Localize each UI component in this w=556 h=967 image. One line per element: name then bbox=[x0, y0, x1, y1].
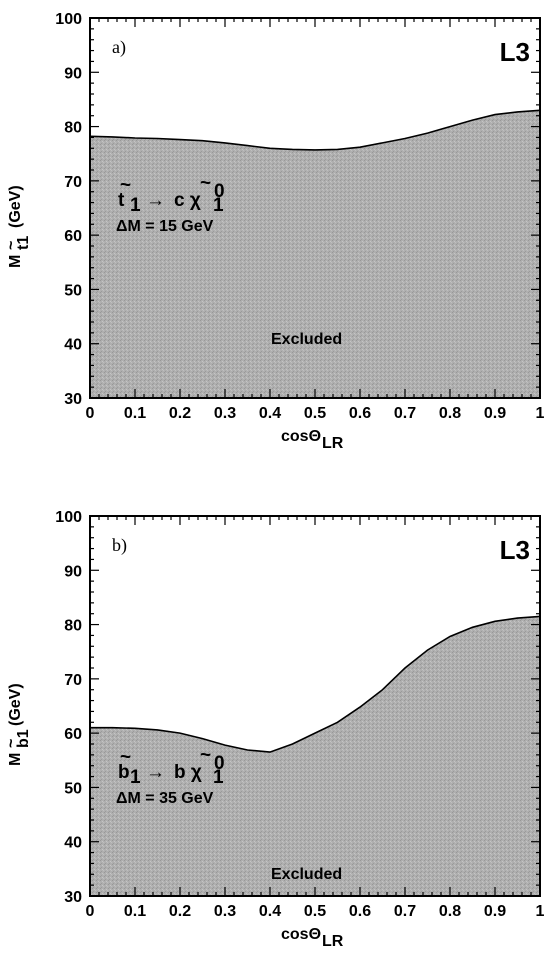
panel-label: b) bbox=[112, 535, 127, 556]
y-tick-label: 30 bbox=[64, 889, 82, 906]
y-axis-tick-labels: 30 40 50 60 70 80 90 100 bbox=[55, 11, 82, 408]
process-arrow: → bbox=[146, 762, 165, 783]
tilde-mark: ~ bbox=[120, 175, 131, 196]
excluded-region bbox=[90, 615, 541, 896]
y-tick-label: 60 bbox=[64, 228, 82, 245]
x-tick-label: 0.4 bbox=[259, 903, 281, 920]
x-axis-title: cosΘ LR bbox=[281, 428, 344, 452]
tilde-mark: ~ bbox=[3, 739, 20, 748]
process-rhs-superscript: 0 bbox=[214, 181, 225, 202]
x-tick-label: 0 bbox=[86, 903, 95, 920]
x-axis-title-text: cosΘ bbox=[281, 926, 321, 943]
excluded-label: Excluded bbox=[271, 331, 342, 348]
x-tick-label: 0.7 bbox=[394, 405, 416, 422]
delta-m-label: ΔM = 35 GeV bbox=[116, 790, 214, 807]
x-axis-title-subscript: LR bbox=[322, 435, 344, 452]
process-arrow: → bbox=[146, 190, 165, 211]
y-tick-label: 100 bbox=[55, 509, 82, 526]
x-tick-label: 0.4 bbox=[259, 405, 281, 422]
x-tick-label: 0 bbox=[86, 405, 95, 422]
process-rhs-superscript: 0 bbox=[214, 753, 225, 774]
chart-panel-b: 30 40 50 60 70 80 90 100 0 0.1 0.2 0.3 0… bbox=[3, 509, 545, 950]
chart-panel-a: 30 40 50 60 70 80 90 100 0 0.1 0.2 0.3 0… bbox=[3, 11, 545, 452]
x-tick-label: 0.9 bbox=[484, 405, 506, 422]
process-lhs-subscript: 1 bbox=[130, 767, 141, 788]
x-tick-label: 0.3 bbox=[214, 903, 236, 920]
x-axis-tick-labels: 0 0.1 0.2 0.3 0.4 0.5 0.6 0.7 0.8 0.9 1 bbox=[86, 903, 545, 920]
x-tick-label: 0.1 bbox=[124, 405, 146, 422]
y-tick-label: 40 bbox=[64, 337, 82, 354]
y-tick-label: 70 bbox=[64, 174, 82, 191]
x-tick-label: 1 bbox=[536, 903, 545, 920]
y-tick-label: 80 bbox=[64, 120, 82, 137]
x-tick-label: 0.2 bbox=[169, 903, 191, 920]
x-tick-label: 0.8 bbox=[439, 405, 461, 422]
process-lhs: t bbox=[118, 190, 125, 211]
y-axis-title: M ~ b1 (GeV) bbox=[3, 683, 32, 766]
y-axis-title-unit: (GeV) bbox=[7, 185, 24, 228]
x-tick-label: 0.5 bbox=[304, 903, 326, 920]
process-rhs: c χ bbox=[174, 190, 201, 211]
experiment-label: L3 bbox=[500, 535, 530, 565]
plot-frame bbox=[89, 515, 541, 897]
excluded-area-texture bbox=[90, 616, 540, 896]
x-tick-label: 0.7 bbox=[394, 903, 416, 920]
exclusion-boundary-line bbox=[90, 615, 541, 753]
x-tick-label: 0.9 bbox=[484, 903, 506, 920]
y-axis-title-unit: (GeV) bbox=[7, 683, 24, 726]
x-tick-label: 0.6 bbox=[349, 903, 371, 920]
process-lhs: b bbox=[118, 762, 130, 783]
y-tick-label: 50 bbox=[64, 780, 82, 797]
x-tick-label: 0.2 bbox=[169, 405, 191, 422]
x-tick-label: 1 bbox=[536, 405, 545, 422]
y-tick-label: 70 bbox=[64, 672, 82, 689]
x-axis-title: cosΘ LR bbox=[281, 926, 344, 950]
exclusion-boundary-line bbox=[89, 109, 541, 151]
y-axis-tick-labels: 30 40 50 60 70 80 90 100 bbox=[55, 509, 82, 906]
y-tick-label: 40 bbox=[64, 835, 82, 852]
y-axis-title-subscript: t1 bbox=[15, 236, 32, 250]
y-axis-title-subscript: b1 bbox=[15, 729, 32, 748]
plot-frame bbox=[89, 17, 541, 399]
x-tick-label: 0.5 bbox=[304, 405, 326, 422]
y-tick-label: 90 bbox=[64, 65, 82, 82]
y-axis-title-text: M bbox=[7, 753, 24, 766]
x-tick-label: 0.3 bbox=[214, 405, 236, 422]
process-rhs-subscript: 1 bbox=[213, 195, 224, 216]
y-tick-label: 50 bbox=[64, 282, 82, 299]
excluded-area-texture bbox=[90, 110, 540, 399]
process-rhs: b χ bbox=[174, 762, 202, 783]
tilde-mark: ~ bbox=[200, 173, 211, 194]
tilde-mark: ~ bbox=[120, 747, 131, 768]
x-axis-title-subscript: LR bbox=[322, 933, 344, 950]
excluded-label: Excluded bbox=[271, 866, 342, 883]
y-tick-label: 90 bbox=[64, 563, 82, 580]
x-axis-tick-labels: 0 0.1 0.2 0.3 0.4 0.5 0.6 0.7 0.8 0.9 1 bbox=[86, 405, 545, 422]
y-tick-label: 80 bbox=[64, 618, 82, 635]
y-tick-label: 100 bbox=[55, 11, 82, 28]
process-label: t ~ 1 → c χ ~ 1 0 bbox=[118, 173, 225, 216]
x-tick-label: 0.1 bbox=[124, 903, 146, 920]
process-lhs-subscript: 1 bbox=[130, 195, 141, 216]
tilde-mark: ~ bbox=[200, 745, 211, 766]
delta-m-label: ΔM = 15 GeV bbox=[116, 218, 214, 235]
y-axis-title: M ~ t1 (GeV) bbox=[3, 185, 32, 268]
process-label: b ~ 1 → b χ ~ 1 0 bbox=[118, 745, 225, 788]
x-tick-label: 0.8 bbox=[439, 903, 461, 920]
x-axis-title-text: cosΘ bbox=[281, 428, 321, 445]
tilde-mark: ~ bbox=[3, 241, 20, 250]
y-tick-label: 60 bbox=[64, 726, 82, 743]
y-axis-title-text: M bbox=[7, 255, 24, 268]
panel-label: a) bbox=[112, 37, 126, 58]
process-rhs-subscript: 1 bbox=[213, 767, 224, 788]
excluded-region bbox=[89, 109, 541, 399]
experiment-label: L3 bbox=[500, 37, 530, 67]
x-tick-label: 0.6 bbox=[349, 405, 371, 422]
y-tick-label: 30 bbox=[64, 391, 82, 408]
